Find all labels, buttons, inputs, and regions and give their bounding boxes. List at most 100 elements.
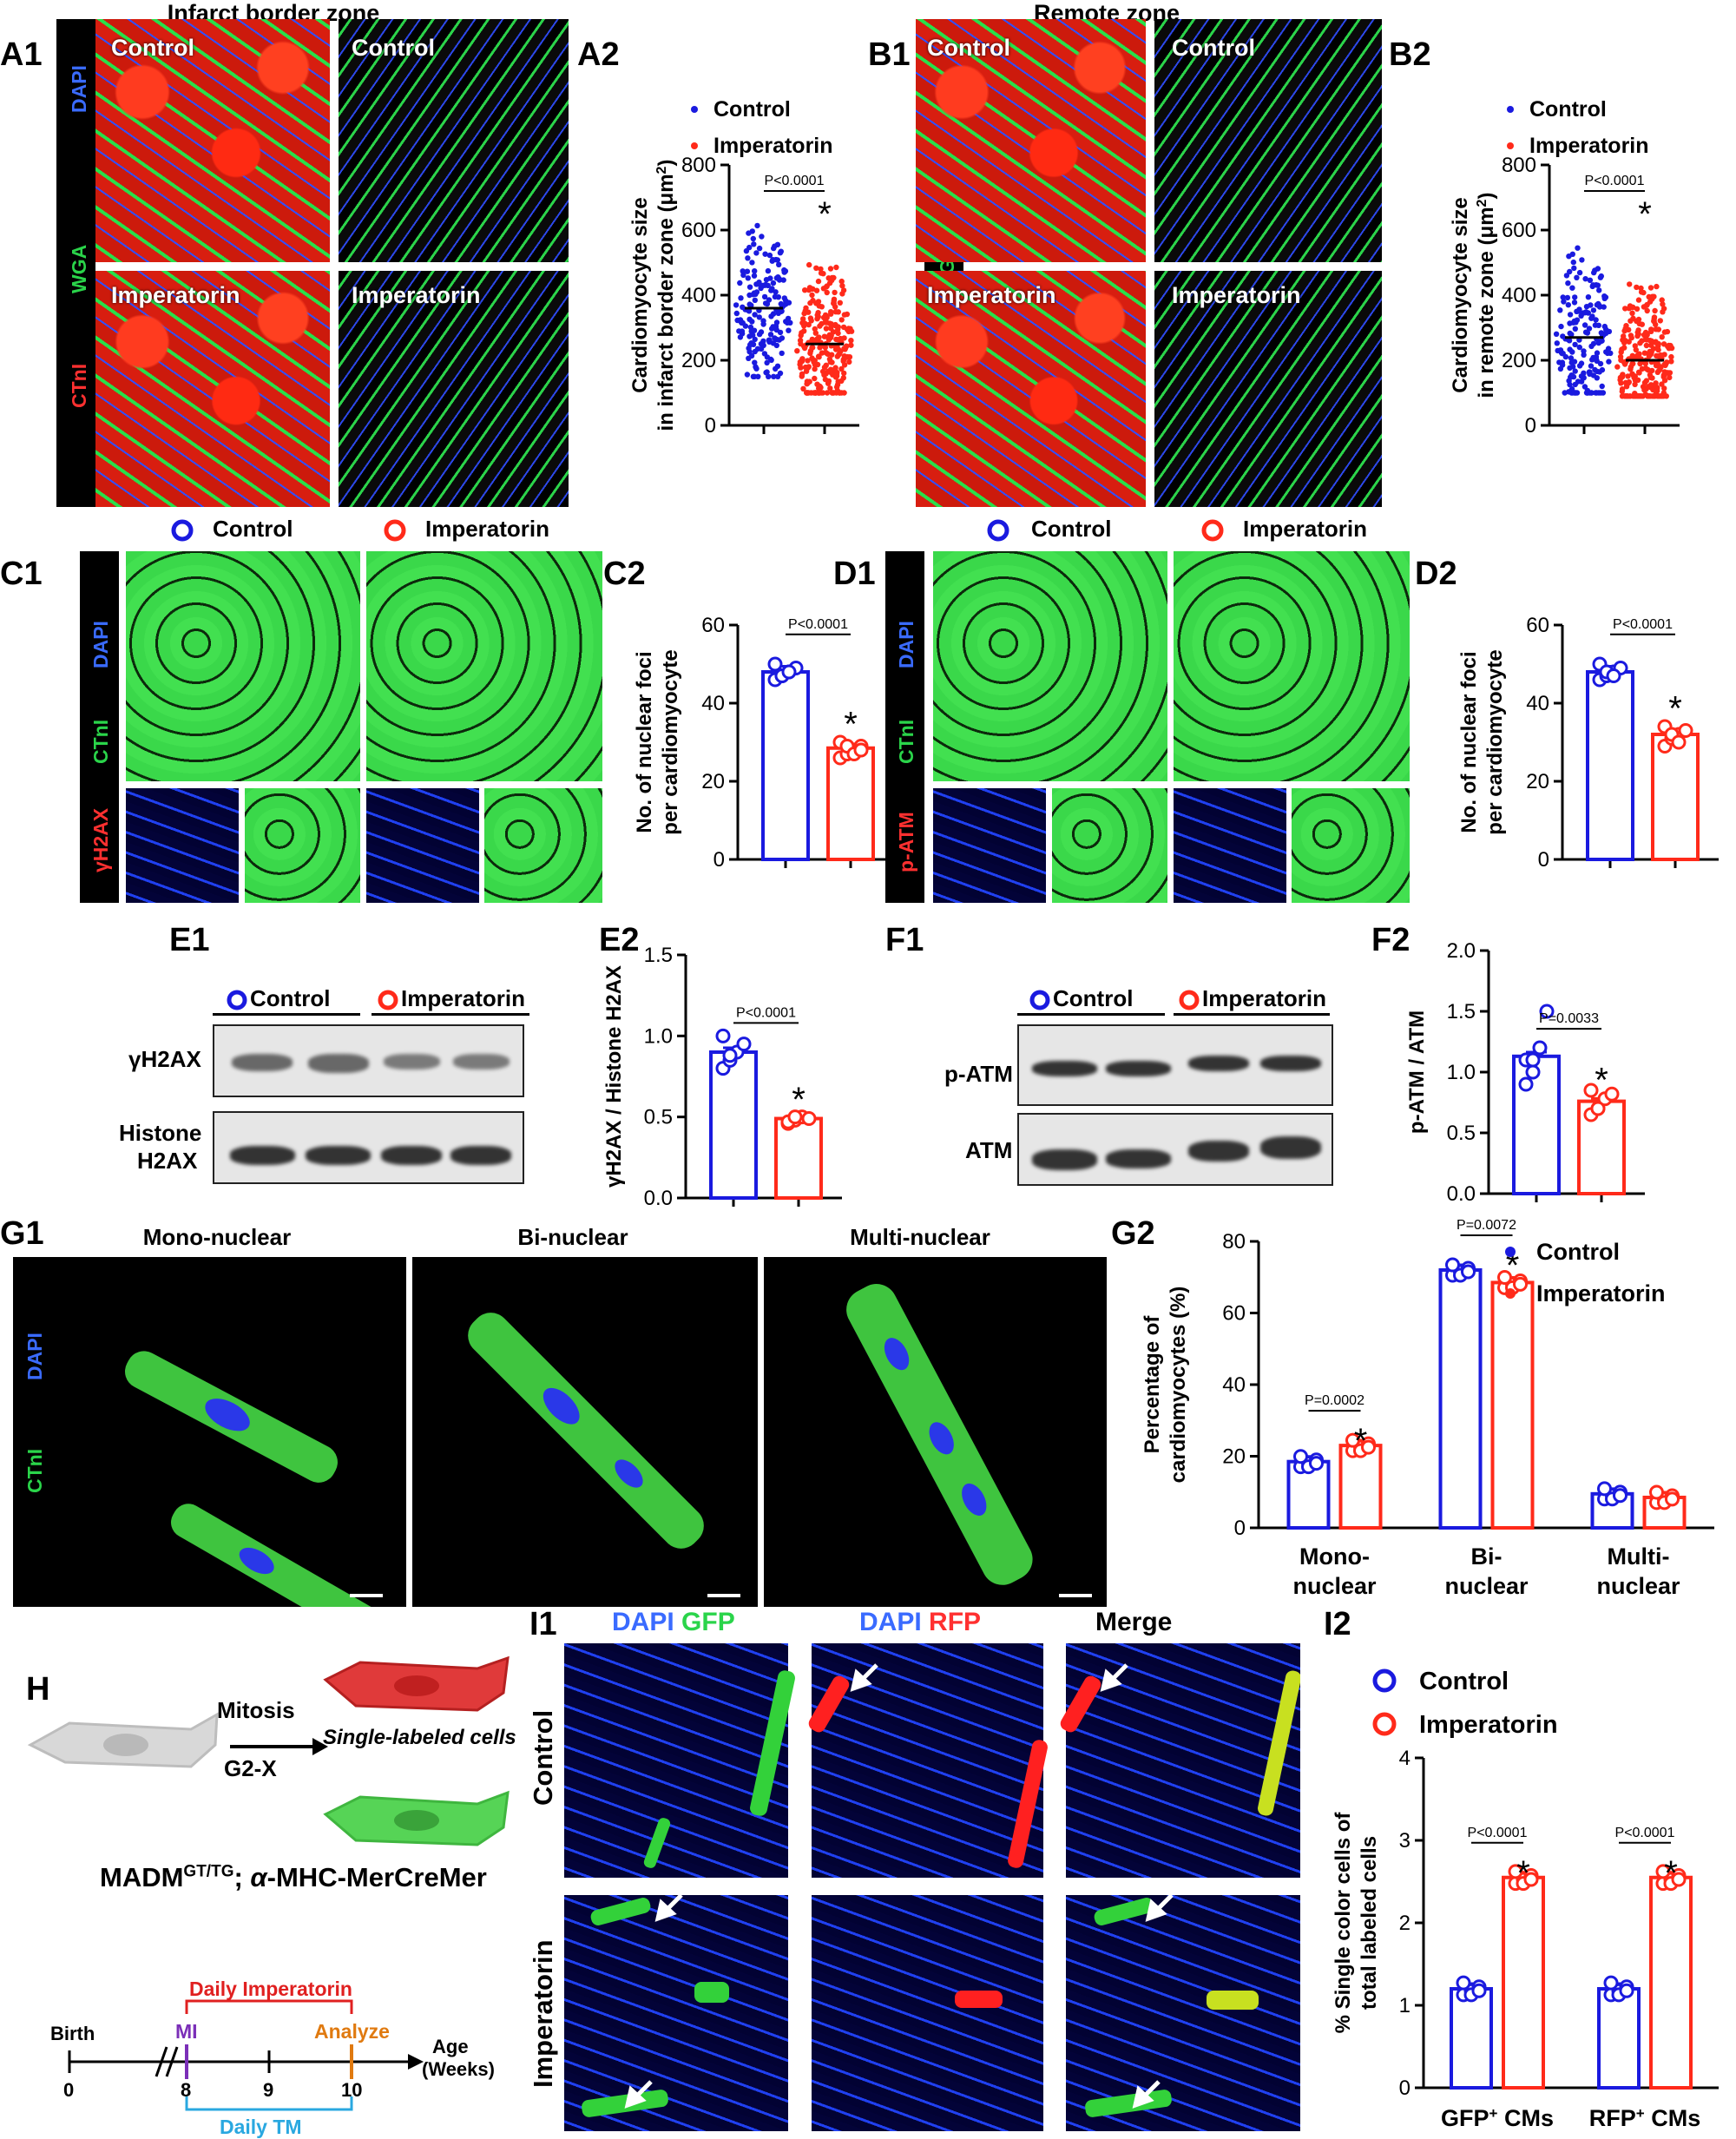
- A2-point: [752, 336, 758, 343]
- H-single-labeled: Single-labeled cells: [323, 1726, 516, 1749]
- A2-legend-control: Control: [713, 97, 791, 122]
- I1-col1-dapi: DAPI: [612, 1608, 674, 1636]
- I2-point-1-1: [1671, 1872, 1687, 1887]
- A1-dapi-label: DAPI: [68, 65, 90, 113]
- B2-point: [1581, 348, 1587, 354]
- B2-ytick-label-3: 600: [1502, 219, 1536, 242]
- G2-bar-1-0: [1438, 1268, 1483, 1530]
- B2-point: [1604, 350, 1611, 357]
- E2-bar-chart: 0.0 0.5 1.0 1.5 P<0.0001 * γH2AX / Histone H2A…: [602, 944, 842, 1210]
- E1-legend-imp-marker: [378, 990, 398, 1010]
- A1-imperatorin-label: Imperatorin: [111, 282, 240, 308]
- A2-point: [812, 375, 818, 382]
- H-g2x: G2-X: [224, 1755, 277, 1781]
- A2-ytick-label-0: 0: [705, 414, 716, 438]
- H-tick-10: 10: [341, 2079, 363, 2101]
- B2-point: [1601, 295, 1608, 301]
- A2-point: [824, 289, 830, 296]
- B2-point: [1663, 359, 1670, 365]
- B2-point: [1572, 368, 1578, 374]
- B2-point: [1565, 280, 1571, 286]
- A2-point: [745, 275, 751, 281]
- B2-point: [1592, 322, 1599, 328]
- C2-ylabel-2: per cardiomyocyte: [659, 649, 682, 834]
- B2-point: [1575, 245, 1581, 251]
- B2-point: [1625, 373, 1631, 379]
- E2-star: *: [792, 1081, 806, 1119]
- B2-point: [1582, 276, 1588, 282]
- H-mi: MI: [175, 2020, 198, 2043]
- H-daily-tm: Daily TM: [220, 2116, 302, 2138]
- A2-point: [780, 277, 786, 283]
- B2-point: [1599, 383, 1605, 390]
- B1-imperatorin-label: Imperatorin: [927, 282, 1056, 308]
- B2-point: [1620, 337, 1626, 343]
- A2-point: [762, 300, 769, 306]
- B2-point: [1654, 386, 1660, 393]
- B2-point: [1568, 332, 1575, 338]
- B2-point: [1635, 352, 1641, 358]
- E1-imp-line: [372, 1013, 529, 1016]
- parent-cell-shape: [27, 1712, 219, 1768]
- A2-point: [739, 331, 746, 337]
- B2-point: [1641, 289, 1647, 296]
- B2-point: [1636, 393, 1642, 399]
- label-F1: F1: [885, 922, 924, 958]
- B2-point: [1644, 366, 1650, 372]
- H-genotype: MADMGT/TG; α-MHC-MerCreMer: [100, 1862, 487, 1893]
- G2-point-1-1: [1513, 1276, 1528, 1292]
- B2-point: [1643, 378, 1649, 384]
- F1-imp-line: [1174, 1013, 1330, 1016]
- I2-ytick-label-4: 4: [1399, 1747, 1410, 1770]
- A2-point: [760, 318, 766, 324]
- B2-point: [1588, 315, 1595, 321]
- B2-point: [1558, 323, 1564, 330]
- A2-ylabel-2: in infarct border zone (μm2): [654, 160, 679, 431]
- B2-point: [1581, 370, 1587, 376]
- A1-control-label: Control: [111, 35, 194, 61]
- A2-point: [838, 365, 845, 372]
- B2-point: [1606, 328, 1613, 335]
- A2-point: [737, 280, 743, 286]
- F2-p-value: P=0.0033: [1539, 1011, 1599, 1026]
- I2-ytick-label-2: 2: [1399, 1912, 1410, 1935]
- cd-legend-imp-2: Imperatorin: [1243, 516, 1368, 542]
- D2-star: *: [1668, 689, 1682, 727]
- B2-point: [1582, 329, 1589, 335]
- A2-point: [827, 366, 834, 372]
- A2-point: [817, 323, 823, 329]
- B2-point: [1647, 382, 1654, 388]
- A2-point: [761, 293, 768, 300]
- B2-point: [1624, 393, 1631, 399]
- I2-point-0-1: [1508, 1864, 1523, 1879]
- B1-control-label: Control: [927, 35, 1010, 61]
- B2-star: *: [1638, 195, 1652, 234]
- A2-point: [746, 244, 753, 251]
- label-E1: E1: [169, 922, 210, 958]
- A2-point: [799, 319, 806, 326]
- A2-point: [766, 297, 773, 303]
- B2-point: [1590, 340, 1597, 347]
- B2-point: [1588, 390, 1595, 396]
- A2-point: [747, 324, 754, 331]
- D2-ytick-label-0: 0: [1538, 848, 1549, 872]
- D2-ytick-label-3: 60: [1526, 614, 1549, 637]
- A2-point: [812, 326, 818, 332]
- B2-point: [1569, 349, 1575, 355]
- I2-1-p-value: P<0.0001: [1615, 1826, 1675, 1840]
- F1-patm-blot: [1017, 1024, 1333, 1106]
- I1-col1-header: DAPI GFP: [612, 1608, 735, 1637]
- B2-point: [1572, 381, 1578, 388]
- F2-ytick-label-0: 0.0: [1447, 1182, 1476, 1206]
- A2-point: [738, 295, 744, 301]
- D2-point-0: [1606, 668, 1621, 683]
- B2-point: [1582, 310, 1588, 316]
- C2-ytick-label-0: 0: [713, 848, 725, 872]
- label-C1: C1: [0, 556, 43, 592]
- A2-point: [764, 354, 771, 360]
- G2-legend-control: Control: [1536, 1239, 1620, 1265]
- A2-point: [772, 293, 779, 300]
- A2-point: [779, 350, 785, 357]
- A2-point: [748, 302, 754, 308]
- A2-point: [841, 370, 847, 377]
